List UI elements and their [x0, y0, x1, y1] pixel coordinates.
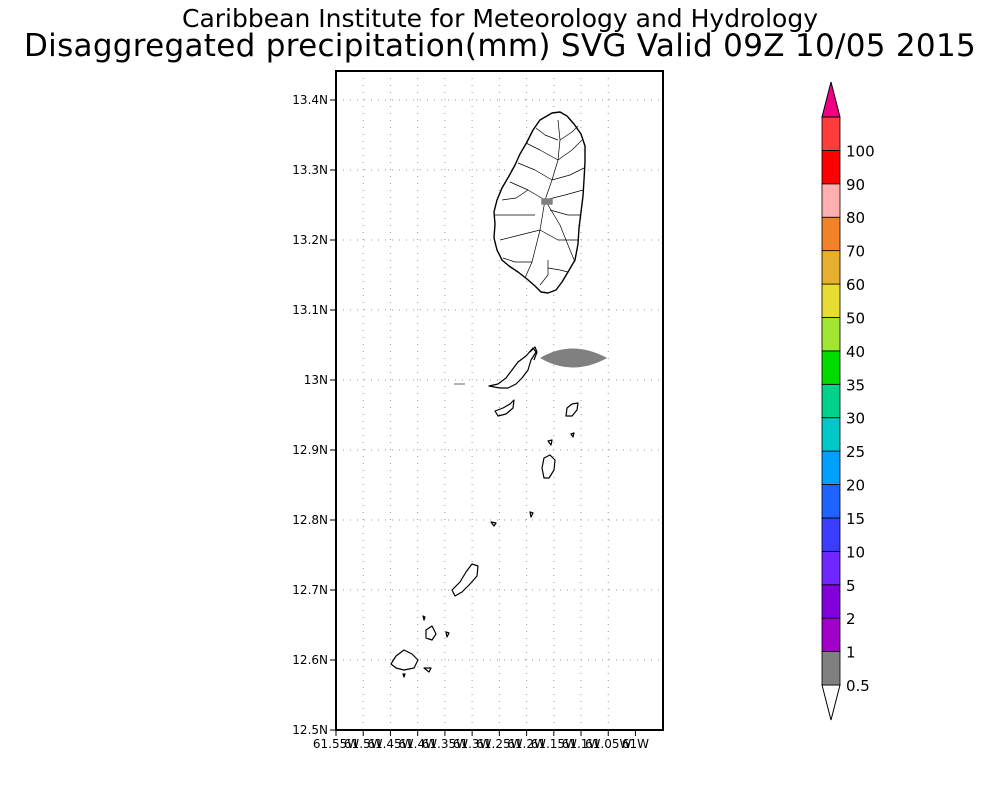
precip-area	[540, 348, 608, 368]
map-title: Caribbean Institute for Meteorology and …	[182, 4, 818, 33]
island-union	[451, 563, 479, 597]
island-bequia-east	[529, 346, 538, 361]
colorbar-swatch	[821, 484, 841, 519]
colorbar-swatch	[821, 417, 841, 452]
island-small-8	[402, 673, 406, 678]
lat-tick-label: 13.4N	[292, 93, 328, 107]
island-st-vincent	[493, 111, 586, 294]
lon-tick-label: 61W	[622, 737, 649, 751]
lat-tick-label: 12.5N	[292, 723, 328, 737]
colorbar-label: 70	[846, 243, 865, 261]
lon-tick-label: 61.2W	[507, 737, 546, 751]
island-small-6	[422, 615, 426, 621]
colorbar-label: 30	[846, 410, 865, 428]
colorbar-swatch	[821, 450, 841, 485]
colorbar-swatch	[821, 550, 841, 586]
colorbar-label: 15	[846, 510, 865, 528]
colorbar-under-arrow	[821, 684, 841, 721]
island-petite-martinique	[390, 649, 419, 671]
colorbar-swatch	[821, 216, 841, 252]
colorbar-swatch	[821, 651, 841, 686]
island-small-4	[529, 511, 534, 518]
island-watersheds	[495, 119, 585, 286]
island-small-3	[570, 432, 575, 438]
lon-tick-label: 61.15W	[531, 737, 577, 751]
grid-lines	[336, 71, 663, 730]
coastlines	[390, 111, 586, 678]
map-subtitle: Disaggregated precipitation(mm) SVG Vali…	[23, 28, 977, 64]
colorbar-swatch	[821, 617, 841, 652]
lon-axis: 61.55W61.5W61.45W61.4W61.35W61.3W61.25W6…	[313, 730, 649, 751]
colorbar-label: 40	[846, 343, 865, 361]
lat-tick-label: 12.6N	[292, 653, 328, 667]
lon-tick-label: 61.35W	[422, 737, 468, 751]
island-carriacou	[425, 625, 437, 641]
lat-tick-label: 13.2N	[292, 233, 328, 247]
colorbar-swatch	[821, 383, 841, 419]
colorbar-swatch	[821, 350, 841, 385]
colorbar-label: 80	[846, 209, 865, 227]
colorbar-over-arrow	[821, 81, 841, 118]
lat-tick-label: 12.7N	[292, 583, 328, 597]
colorbar-label: 90	[846, 176, 865, 194]
colorbar-swatch	[821, 250, 841, 285]
lat-tick-label: 13.3N	[292, 163, 328, 177]
lon-tick-label: 61.55W	[313, 737, 359, 751]
lon-tick-label: 61.25W	[476, 737, 522, 751]
lon-tick-label: 61.4W	[398, 737, 437, 751]
colorbar-swatch	[821, 116, 841, 151]
island-mustique	[565, 402, 579, 417]
colorbar-label: 20	[846, 477, 865, 495]
colorbar-label: 2	[846, 610, 856, 628]
island-bequia	[488, 347, 537, 389]
colorbar-swatch	[821, 584, 841, 619]
colorbar-swatch	[821, 283, 841, 318]
lat-axis: 12.5N 12.6N 12.7N 12.8N 12.9N 13N 13.1N 13.2N 13…	[292, 93, 336, 737]
lon-tick-label: 61.05W	[585, 737, 631, 751]
precip-patch-inland	[541, 198, 553, 205]
colorbar-label: 60	[846, 276, 865, 294]
colorbar-label: 0.5	[846, 677, 870, 695]
colorbar-label: 10	[846, 543, 865, 561]
lat-tick-label: 12.9N	[292, 443, 328, 457]
lon-tick-label: 61.45W	[367, 737, 413, 751]
island-small-5	[445, 631, 450, 638]
lon-tick-label: 61.3W	[453, 737, 492, 751]
colorbar-swatch	[821, 317, 841, 352]
colorbar-swatch	[821, 150, 841, 185]
colorbar-label: 5	[846, 577, 856, 595]
island-canouan	[541, 454, 556, 479]
lon-tick-label: 61.1W	[562, 737, 601, 751]
colorbar-swatch	[821, 183, 841, 218]
lat-tick-label: 13N	[304, 373, 328, 387]
colorbar-swatch	[821, 517, 841, 552]
lat-tick-label: 12.8N	[292, 513, 328, 527]
lon-tick-label: 61.5W	[344, 737, 383, 751]
island-small-7	[423, 667, 432, 673]
island-small-2	[547, 439, 553, 446]
lat-tick-label: 13.1N	[292, 303, 328, 317]
colorbar-label: 25	[846, 443, 865, 461]
colorbar-label: 35	[846, 376, 865, 394]
colorbar-label: 100	[846, 142, 875, 160]
island-small-1	[494, 399, 515, 417]
island-mayreau	[490, 521, 497, 527]
colorbar-label: 1	[846, 644, 856, 662]
colorbar-label: 50	[846, 309, 865, 327]
